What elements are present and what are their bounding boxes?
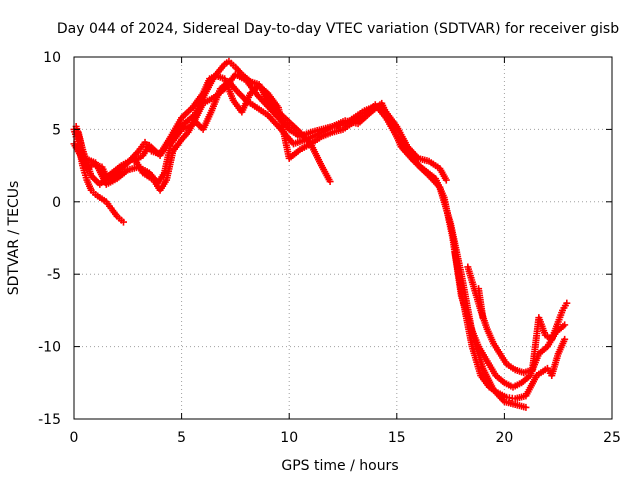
x-tick-label: 5 [177, 430, 186, 446]
x-axis-label: GPS time / hours [281, 458, 398, 474]
x-tick-label: 0 [70, 430, 79, 446]
y-tick-label: -10 [38, 340, 61, 356]
data-point [326, 178, 334, 186]
data-point [479, 314, 487, 322]
y-tick-label: 5 [52, 122, 61, 138]
axis-ticks: 0 5 10 15 20 25 -15 -10 -5 0 5 10 [38, 50, 621, 446]
grid-lines [74, 57, 612, 419]
data-point [442, 176, 450, 184]
x-tick-label: 25 [603, 430, 621, 446]
y-tick-label: -15 [38, 412, 61, 428]
y-tick-label: -5 [47, 267, 61, 283]
x-tick-label: 15 [388, 430, 406, 446]
data-point [119, 218, 127, 226]
plot-area-frame [73, 56, 613, 420]
y-tick-label: 10 [43, 50, 61, 66]
data-point [522, 403, 530, 411]
x-tick-label: 10 [280, 430, 298, 446]
data-point [561, 321, 569, 329]
y-tick-label: 0 [52, 195, 61, 211]
data-points [70, 57, 571, 411]
data-point [563, 299, 571, 307]
chart-title: Day 044 of 2024, Sidereal Day-to-day VTE… [57, 21, 619, 37]
data-point [561, 335, 569, 343]
x-tick-label: 20 [495, 430, 513, 446]
y-axis-label: SDTVAR / TECUs [6, 181, 22, 296]
